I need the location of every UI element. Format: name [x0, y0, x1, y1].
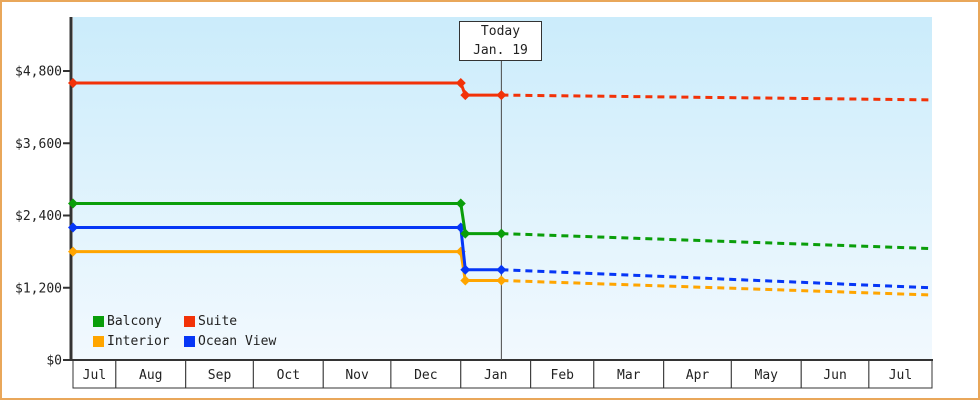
y-tick-label: $3,600 [15, 137, 62, 152]
y-tick-label: $1,200 [15, 281, 62, 296]
legend-item-balcony: Balcony [93, 314, 184, 329]
month-cell-feb [530, 359, 595, 389]
month-cell-jul [72, 359, 117, 389]
month-label: Aug [139, 368, 162, 383]
series-marker-ocean-view [68, 222, 78, 233]
month-cell-jul [868, 359, 933, 389]
month-label: Oct [277, 368, 300, 383]
month-label: Dec [414, 368, 437, 383]
series-marker-balcony [68, 198, 78, 209]
month-label: Jul [889, 368, 912, 383]
legend-item-suite: Suite [184, 314, 276, 329]
month-label: May [755, 368, 779, 383]
month-cell-apr [663, 359, 732, 389]
today-annotation-line2: Jan. 19 [473, 43, 528, 58]
series-marker-balcony [460, 228, 471, 239]
series-line-interior [73, 250, 502, 282]
month-label: Feb [551, 368, 575, 383]
y-tick-label: $2,400 [15, 209, 62, 224]
balcony-color-swatch-icon [93, 316, 104, 327]
ocean-view-color-swatch-icon [184, 336, 195, 347]
month-cell-sep [185, 359, 254, 389]
legend-label: Balcony [107, 314, 162, 329]
series-marker-suite [455, 78, 466, 89]
month-label: Jun [823, 368, 846, 383]
series-marker-interior [460, 275, 471, 286]
month-label: Apr [686, 368, 710, 383]
month-cell-may [730, 359, 802, 389]
month-label: Jan [484, 368, 507, 383]
series-marker-ocean-view [496, 264, 507, 275]
series-marker-interior [496, 275, 507, 286]
series-marker-balcony [455, 198, 466, 209]
month-label: Jul [83, 368, 106, 383]
legend-item-interior: Interior [93, 334, 184, 349]
today-annotation-line1: Today [480, 24, 521, 39]
series-marker-suite [496, 90, 507, 101]
month-cell-jan [460, 359, 532, 389]
series-marker-ocean-view [460, 264, 471, 275]
month-label: Sep [208, 368, 232, 383]
today-annotation-box: Today Jan. 19 [459, 21, 542, 61]
series-line-ocean-view [73, 226, 502, 272]
series-line-balcony [73, 202, 502, 236]
series-marker-interior [68, 246, 78, 257]
month-cell-mar [593, 359, 665, 389]
series-marker-suite [460, 90, 471, 101]
legend-label: Suite [198, 314, 238, 329]
interior-color-swatch-icon [93, 336, 104, 347]
plot-background [73, 17, 932, 360]
series-line-suite [73, 81, 502, 97]
legend-label: Ocean View [198, 334, 277, 349]
y-tick-label: $0 [46, 354, 62, 369]
legend: Balcony Suite Interior Ocean View [93, 314, 277, 349]
series-marker-balcony [496, 228, 507, 239]
legend-label: Interior [107, 334, 170, 349]
legend-item-ocean-view: Ocean View [184, 334, 277, 349]
y-tick-label: $4,800 [15, 65, 62, 80]
month-label: Mar [617, 368, 641, 383]
month-label: Nov [345, 368, 369, 383]
suite-color-swatch-icon [184, 316, 195, 327]
series-marker-suite [68, 78, 78, 89]
